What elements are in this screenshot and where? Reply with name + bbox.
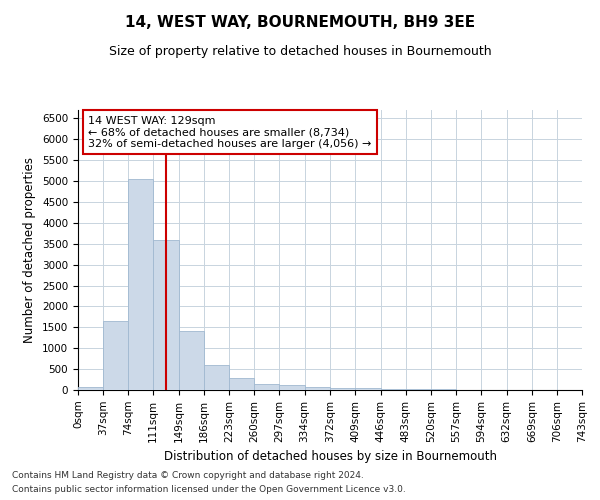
Bar [229,378,254,390]
Bar [380,388,406,390]
Bar [254,384,280,390]
Text: 14, WEST WAY, BOURNEMOUTH, BH9 3EE: 14, WEST WAY, BOURNEMOUTH, BH9 3EE [125,15,475,30]
Bar [103,321,128,390]
Bar [204,364,229,390]
Bar [153,240,179,390]
Text: Contains HM Land Registry data © Crown copyright and database right 2024.: Contains HM Land Registry data © Crown c… [12,470,364,480]
Text: Contains public sector information licensed under the Open Government Licence v3: Contains public sector information licen… [12,486,406,494]
Bar [128,178,153,390]
Text: Size of property relative to detached houses in Bournemouth: Size of property relative to detached ho… [109,45,491,58]
Y-axis label: Number of detached properties: Number of detached properties [23,157,37,343]
Bar [406,389,431,390]
Bar [280,386,305,390]
Bar [179,330,204,390]
X-axis label: Distribution of detached houses by size in Bournemouth: Distribution of detached houses by size … [163,450,497,463]
Bar [331,388,355,390]
Text: 14 WEST WAY: 129sqm
← 68% of detached houses are smaller (8,734)
32% of semi-det: 14 WEST WAY: 129sqm ← 68% of detached ho… [88,116,371,149]
Bar [78,387,103,390]
Bar [305,387,331,390]
Bar [355,388,380,390]
